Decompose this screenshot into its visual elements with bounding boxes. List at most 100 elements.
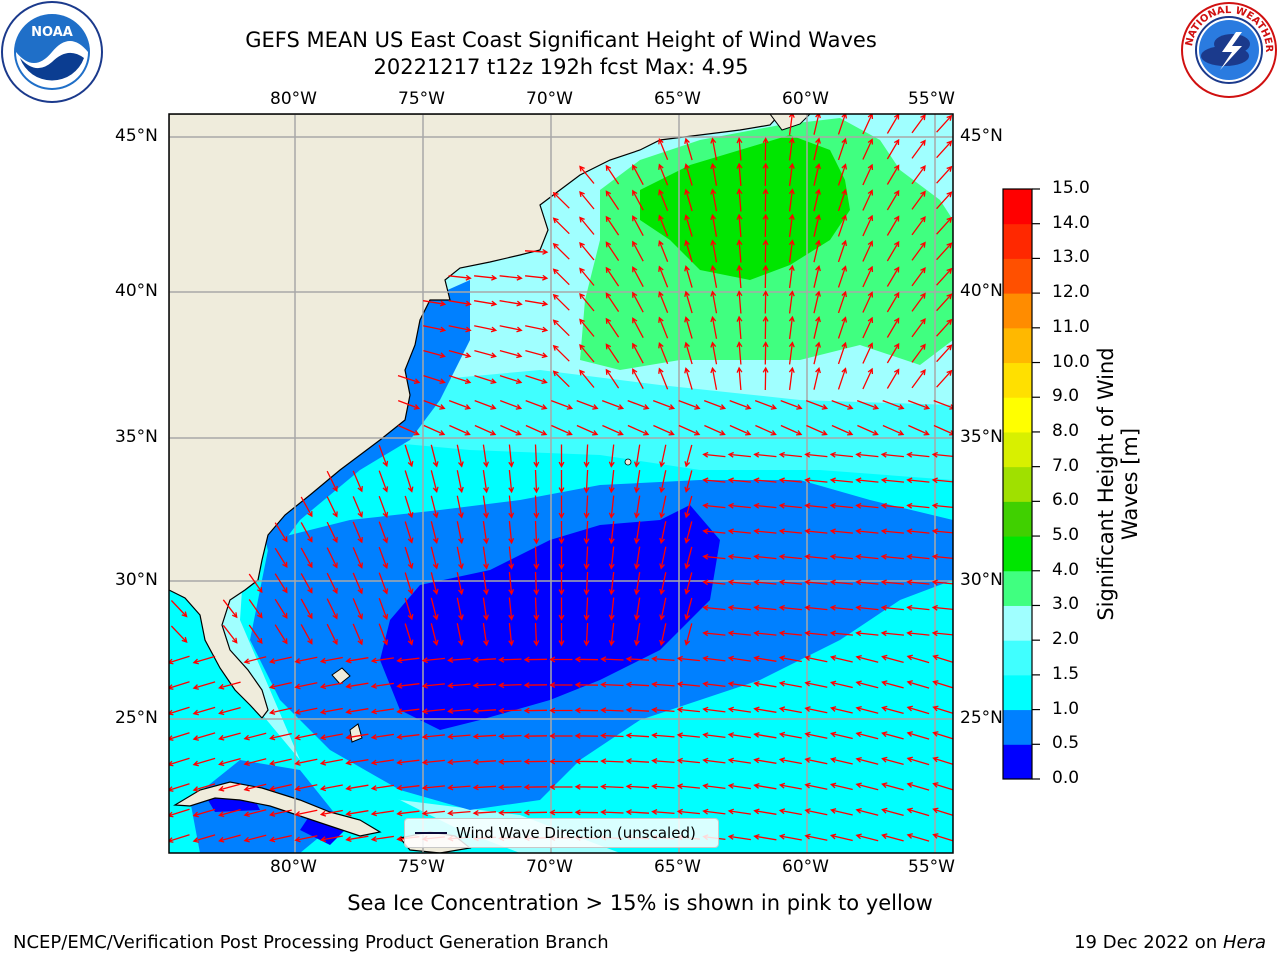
- wave-direction-arrow: [430, 521, 439, 545]
- wave-direction-arrow: [243, 783, 267, 792]
- wave-direction-arrow: [352, 521, 363, 544]
- wave-direction-arrow: [736, 290, 743, 314]
- wave-direction-arrow: [294, 656, 318, 664]
- lon-top-70w: 70°W: [526, 89, 573, 109]
- wave-direction-arrow: [837, 316, 848, 339]
- wave-direction-arrow: [499, 399, 523, 410]
- wave-direction-arrow: [421, 810, 445, 817]
- wave-direction-arrow: [600, 758, 624, 765]
- wave-direction-arrow: [423, 374, 446, 384]
- wave-direction-arrow: [192, 808, 216, 818]
- wave-direction-arrow: [831, 424, 854, 436]
- wave-direction-arrow: [370, 708, 394, 715]
- wave-direction-arrow: [579, 241, 595, 261]
- lat-left-45n: 45°N: [115, 126, 158, 146]
- wave-direction-arrow: [632, 164, 644, 186]
- lat-left-30n: 30°N: [115, 570, 158, 590]
- wave-direction-arrow: [906, 553, 930, 560]
- wave-direction-arrow: [710, 341, 718, 365]
- wave-direction-arrow: [906, 680, 930, 689]
- wave-direction-arrow: [605, 368, 620, 389]
- wave-direction-arrow: [659, 495, 667, 519]
- wave-direction-arrow: [633, 622, 641, 647]
- wave-direction-arrow: [294, 784, 318, 792]
- lon-bottom-65w: 65°W: [654, 857, 701, 877]
- wave-direction-arrow: [448, 325, 472, 333]
- wave-direction-arrow: [498, 682, 522, 689]
- wave-direction-arrow: [906, 782, 930, 791]
- wave-direction-arrow: [474, 399, 497, 410]
- wave-direction-arrow: [525, 349, 548, 359]
- wave-direction-arrow: [829, 757, 853, 765]
- wave-direction-arrow: [778, 528, 802, 535]
- lat-right-30n: 30°N: [960, 570, 1003, 590]
- wave-direction-arrow: [862, 367, 874, 390]
- wave-direction-arrow: [729, 399, 752, 410]
- wave-direction-arrow: [533, 444, 540, 468]
- wave-direction-arrow: [608, 444, 615, 468]
- wave-direction-arrow: [218, 808, 241, 818]
- wave-direction-arrow: [862, 316, 874, 339]
- wave-direction-arrow: [762, 162, 769, 187]
- wave-direction-arrow: [549, 707, 573, 714]
- colorbar-segment: [1003, 466, 1032, 502]
- wave-direction-arrow: [583, 622, 590, 647]
- wave-direction-arrow: [804, 502, 828, 509]
- wave-direction-arrow: [855, 782, 879, 791]
- wave-direction-arrow: [600, 656, 624, 663]
- wave-direction-arrow: [482, 623, 490, 647]
- wave-direction-arrow: [552, 268, 570, 286]
- wave-direction-arrow: [456, 495, 464, 519]
- wave-direction-arrow: [829, 680, 853, 689]
- wave-direction-arrow: [523, 682, 548, 689]
- wave-direction-arrow: [579, 165, 595, 184]
- wave-direction-arrow: [658, 163, 669, 186]
- legend-label: Wind Wave Direction (unscaled): [456, 824, 696, 842]
- wave-direction-arrow: [911, 190, 926, 210]
- wave-direction-arrow: [525, 274, 549, 281]
- wave-direction-arrow: [880, 579, 904, 586]
- wave-direction-arrow: [397, 374, 421, 384]
- wave-direction-arrow: [456, 597, 464, 621]
- wave-direction-arrow: [804, 782, 828, 790]
- map-frame: [168, 113, 954, 854]
- wave-direction-arrow: [370, 810, 394, 817]
- wave-direction-arrow: [508, 495, 515, 519]
- wave-direction-arrow: [370, 657, 394, 664]
- wave-direction-arrow: [192, 732, 216, 741]
- wave-direction-arrow: [703, 399, 727, 410]
- wave-direction-arrow: [651, 758, 675, 764]
- wave-direction-arrow: [931, 579, 953, 586]
- wave-direction-arrow: [936, 114, 953, 133]
- wave-direction-arrow: [659, 623, 667, 647]
- wave-direction-arrow: [788, 162, 795, 186]
- wave-direction-arrow: [345, 810, 369, 817]
- wave-direction-arrow: [678, 424, 701, 436]
- wave-direction-arrow: [906, 451, 930, 458]
- wave-direction-arrow: [549, 809, 573, 816]
- wave-direction-arrow: [862, 163, 874, 186]
- wave-direction-arrow: [472, 809, 497, 816]
- wave-direction-arrow: [931, 630, 953, 637]
- wave-direction-arrow: [837, 341, 848, 365]
- lat-left-25n: 25°N: [115, 708, 158, 728]
- wave-direction-arrow: [274, 624, 288, 645]
- wave-direction-arrow: [702, 681, 726, 688]
- wave-direction-arrow: [813, 366, 821, 390]
- wave-direction-arrow: [421, 682, 445, 689]
- wave-direction-arrow: [882, 424, 905, 436]
- wave-direction-arrow: [533, 571, 540, 596]
- wave-direction-arrow: [248, 624, 263, 645]
- wave-direction-arrow: [423, 424, 446, 436]
- wave-direction-arrow: [430, 546, 439, 570]
- wave-direction-arrow: [378, 521, 389, 544]
- wave-direction-arrow: [625, 732, 650, 739]
- wave-direction-arrow: [533, 520, 540, 545]
- wave-direction-arrow: [456, 572, 464, 596]
- colorbar-tick-label: 14.0: [1052, 212, 1090, 233]
- wave-direction-arrow: [906, 604, 930, 611]
- wave-direction-arrow: [886, 317, 900, 338]
- wave-direction-arrow: [710, 213, 718, 237]
- wave-direction-arrow: [583, 571, 590, 596]
- wave-direction-arrow: [710, 162, 718, 186]
